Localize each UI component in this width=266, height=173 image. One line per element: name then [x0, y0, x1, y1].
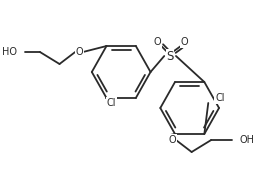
Text: O: O [181, 37, 189, 47]
Text: O: O [168, 135, 176, 145]
Text: S: S [167, 49, 174, 62]
Text: O: O [75, 47, 83, 57]
Text: OH: OH [240, 135, 255, 145]
Text: Cl: Cl [107, 98, 116, 108]
Text: HO: HO [2, 47, 18, 57]
Text: O: O [153, 37, 161, 47]
Text: Cl: Cl [215, 93, 225, 103]
